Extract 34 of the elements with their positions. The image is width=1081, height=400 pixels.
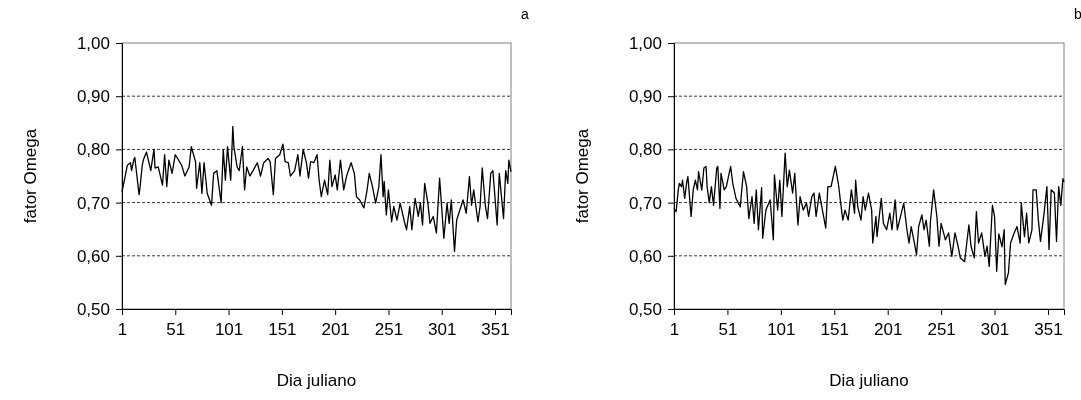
x-tick-label: 201 [874, 320, 903, 340]
x-tick-label: 101 [767, 320, 796, 340]
y-tick-label: 0,80 [628, 140, 662, 160]
y-tick-label: 0,60 [76, 246, 110, 266]
x-tick-label: 351 [481, 320, 510, 340]
text: a [521, 6, 529, 22]
y-axis-title: fator Omega [573, 128, 592, 224]
x-tick-label: 301 [980, 320, 1010, 340]
x-tick-label: 151 [820, 320, 849, 340]
x-tick-label: 301 [428, 320, 457, 340]
x-tick-label: 251 [927, 320, 956, 340]
x-tick-label: 101 [214, 320, 244, 340]
x-tick-label: 251 [374, 320, 404, 340]
text: b [1074, 6, 1081, 22]
y-tick-label: 0,50 [76, 299, 110, 319]
y-tick-label: 0,90 [628, 87, 662, 107]
y-tick-label: 0,70 [628, 193, 662, 213]
y-tick-label: 1,00 [76, 33, 110, 53]
y-tick-label: 0,80 [76, 140, 110, 160]
x-tick-label: 151 [268, 320, 297, 340]
y-tick-label: 0,70 [76, 193, 110, 213]
y-tick-label: 0,90 [76, 87, 110, 107]
x-tick-label: 51 [166, 320, 186, 340]
x-tick-label: 1 [117, 320, 128, 340]
y-axis-title: fator Omega [21, 128, 40, 224]
x-tick-label: 201 [321, 320, 350, 340]
x-axis-title: Dia juliano [276, 371, 357, 390]
y-tick-label: 1,00 [628, 33, 662, 53]
y-tick-label: 0,60 [628, 246, 662, 266]
y-tick-label: 0,50 [628, 299, 662, 319]
x-tick-label: 51 [718, 320, 738, 340]
x-axis-title: Dia juliano [829, 371, 909, 390]
x-tick-label: 351 [1034, 320, 1063, 340]
x-tick-label: 1 [669, 320, 680, 340]
